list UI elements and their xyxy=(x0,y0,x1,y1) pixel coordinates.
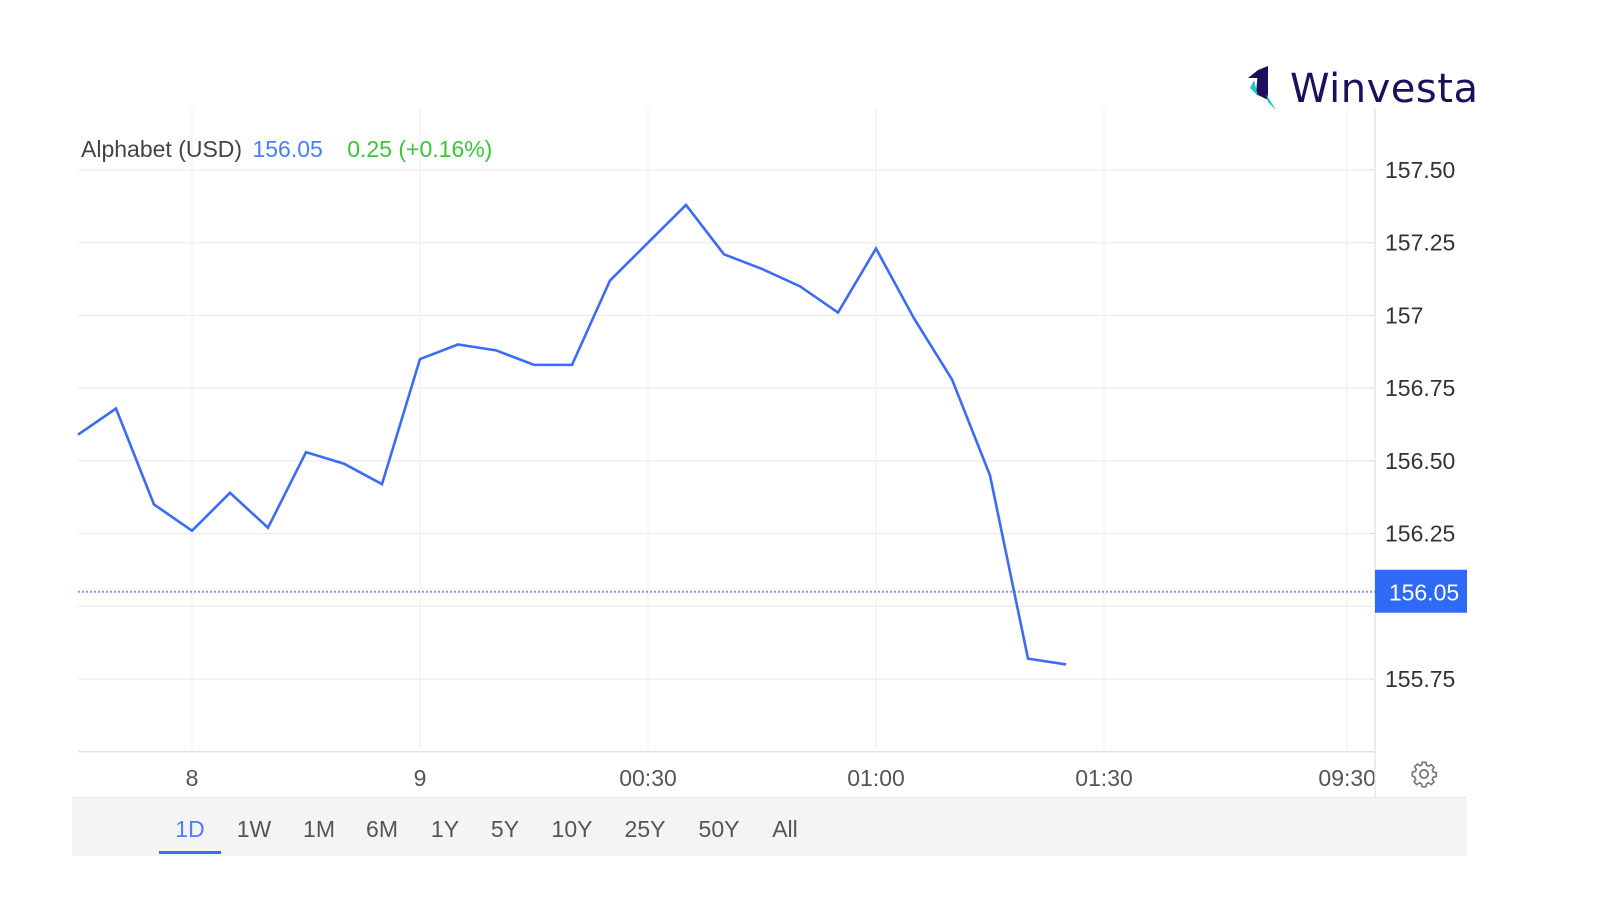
range-1m[interactable]: 1M xyxy=(303,816,335,842)
range-5y[interactable]: 5Y xyxy=(490,816,520,842)
price-line xyxy=(77,202,1067,666)
x-tick-label: 01:00 xyxy=(847,765,905,791)
x-tick-label: 01:30 xyxy=(1075,765,1133,791)
y-tick-label: 157 xyxy=(1385,302,1423,328)
winvesta-bird-icon xyxy=(1248,66,1276,110)
settings-gear-icon[interactable] xyxy=(1410,760,1438,788)
price-change: 0.25 (+0.16%) xyxy=(347,136,493,162)
range-10y[interactable]: 10Y xyxy=(551,816,593,842)
y-tick-label: 156.75 xyxy=(1385,375,1455,401)
y-tick-label: 157.50 xyxy=(1385,157,1455,183)
y-tick-label: 156.50 xyxy=(1385,448,1455,474)
winvesta-logo: Winvesta xyxy=(1246,66,1478,112)
range-1w[interactable]: 1W xyxy=(236,816,272,842)
y-tick-label: 157.25 xyxy=(1385,230,1455,256)
instrument-name: Alphabet (USD) xyxy=(81,136,243,162)
range-25y[interactable]: 25Y xyxy=(624,816,666,842)
y-tick-label: 156.25 xyxy=(1385,521,1455,547)
x-tick-label: 00:30 xyxy=(619,765,677,791)
brand-name: Winvesta xyxy=(1290,66,1479,112)
current-price: 156.05 xyxy=(252,136,323,162)
range-6m[interactable]: 6M xyxy=(366,816,398,842)
current-price-badge xyxy=(1375,569,1467,613)
x-tick-label: 09:30 xyxy=(1318,765,1376,791)
range-selector: 1D 1W 1M 6M 1Y 5Y 10Y 25Y 50Y All xyxy=(72,797,1467,856)
quote-header: Alphabet (USD) 156.05 0.25 (+0.16%) xyxy=(81,136,492,163)
y-tick-label: 155.75 xyxy=(1385,666,1455,692)
current-price-label: 156.05 xyxy=(1389,580,1459,606)
x-tick-label: 9 xyxy=(414,765,427,791)
x-tick-label: 8 xyxy=(186,765,199,791)
range-1y[interactable]: 1Y xyxy=(430,816,460,842)
range-1d[interactable]: 1D xyxy=(175,816,205,842)
range-all[interactable]: All xyxy=(772,816,798,842)
range-50y[interactable]: 50Y xyxy=(698,816,740,842)
active-range-indicator xyxy=(159,851,221,854)
